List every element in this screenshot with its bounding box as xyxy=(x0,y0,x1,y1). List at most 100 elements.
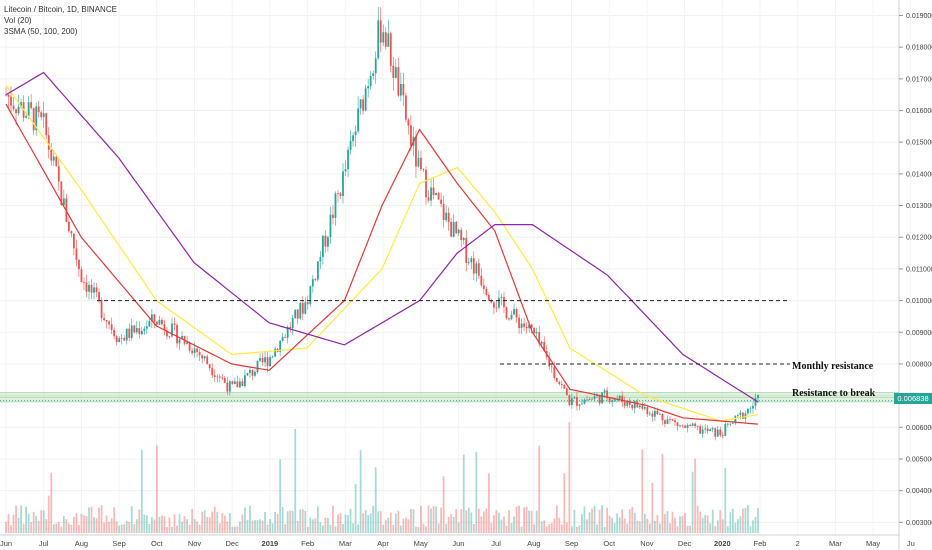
volume-bar xyxy=(166,526,168,533)
volume-bar xyxy=(249,505,251,533)
volume-bar xyxy=(701,517,704,533)
volume-bar xyxy=(216,511,219,533)
symbol-label[interactable]: Litecoin / Bitcoin, 1D, BINANCE xyxy=(4,5,117,14)
candle-body xyxy=(324,235,327,247)
volume-bar xyxy=(233,526,236,533)
price-tick-label: 0.019000 xyxy=(906,13,932,20)
candle-body xyxy=(664,420,666,424)
candle-body xyxy=(332,214,334,218)
volume-bar xyxy=(251,520,254,533)
volume-bar xyxy=(108,521,111,533)
volume-bar xyxy=(173,514,176,533)
candle-body xyxy=(27,102,30,117)
sma-label[interactable]: 3SMA (50, 100, 200) xyxy=(4,27,78,36)
volume-bar xyxy=(643,513,646,533)
volume-bar xyxy=(420,505,422,533)
volume-bar xyxy=(256,520,259,533)
volume-bar xyxy=(757,508,759,533)
candle-body xyxy=(178,339,181,344)
candle-body xyxy=(450,221,453,237)
volume-bar xyxy=(123,524,126,533)
candle-body xyxy=(15,109,17,114)
volume-bar xyxy=(213,506,216,533)
volume-label[interactable]: Vol (20) xyxy=(4,16,32,25)
volume-bar xyxy=(161,515,163,533)
volume-bar xyxy=(404,517,407,533)
candle-body xyxy=(578,404,581,406)
volume-bar xyxy=(238,521,241,533)
volume-bar xyxy=(603,526,606,533)
volume-bar xyxy=(719,509,722,533)
volume-bar xyxy=(83,515,85,533)
candle-body xyxy=(636,401,639,408)
volume-bar xyxy=(591,508,593,533)
volume-bar xyxy=(198,524,201,533)
candle-body xyxy=(467,262,470,264)
time-tick-label: Feb xyxy=(754,539,767,548)
candle-body xyxy=(618,395,621,399)
volume-bar xyxy=(648,523,651,533)
volume-bar xyxy=(485,508,488,533)
candle-body xyxy=(372,73,375,76)
volume-bar xyxy=(427,505,430,533)
volume-bar xyxy=(530,510,533,533)
volume-bar xyxy=(118,525,121,533)
candle-body xyxy=(120,337,123,339)
candle-body xyxy=(251,370,254,376)
volume-bar xyxy=(95,518,98,533)
volume-bar xyxy=(621,509,624,533)
volume-bar xyxy=(88,507,90,533)
candle-body xyxy=(548,357,551,367)
volume-bar xyxy=(528,510,531,533)
candle-body xyxy=(681,425,684,427)
volume-bar xyxy=(659,523,661,533)
volume-bar xyxy=(337,514,339,533)
volume-bar xyxy=(691,471,694,533)
volume-bar xyxy=(153,519,156,533)
candle-body xyxy=(60,181,63,205)
candle-body xyxy=(148,321,151,327)
volume-bar xyxy=(183,516,186,533)
candle-body xyxy=(573,397,576,399)
candle-body xyxy=(168,336,171,338)
candle-body xyxy=(447,212,450,222)
candle-body xyxy=(696,426,699,427)
volume-bar xyxy=(314,518,317,533)
volume-bar xyxy=(359,450,362,533)
volume-bar xyxy=(467,507,470,533)
candle-body xyxy=(103,317,105,321)
volume-bar xyxy=(354,483,357,533)
time-tick-label: Mar xyxy=(339,539,352,548)
candle-body xyxy=(699,426,702,434)
candle-body xyxy=(493,302,495,308)
candle-body xyxy=(359,99,362,109)
candle-body xyxy=(314,279,317,280)
candle-body xyxy=(560,384,563,385)
candle-body xyxy=(420,157,422,170)
volume-bar xyxy=(457,522,460,533)
candle-body xyxy=(249,370,251,373)
candle-body xyxy=(42,113,45,118)
time-tick-label: Nov xyxy=(188,539,202,548)
volume-bar xyxy=(241,514,244,533)
candle-body xyxy=(442,203,445,221)
candle-body xyxy=(80,269,83,283)
candle-body xyxy=(533,327,536,334)
candle-body xyxy=(457,229,460,234)
volume-bar xyxy=(676,526,679,533)
volume-bar xyxy=(57,521,60,533)
volume-bar xyxy=(42,510,45,533)
candle-body xyxy=(648,413,651,415)
volume-bar xyxy=(699,511,702,533)
candle-body xyxy=(286,326,289,338)
candle-body xyxy=(156,321,158,325)
candle-body xyxy=(233,381,236,384)
candle-body xyxy=(377,20,380,59)
time-tick-label: 2019 xyxy=(262,539,279,548)
volume-bar xyxy=(598,509,601,533)
candle-body xyxy=(485,288,488,295)
